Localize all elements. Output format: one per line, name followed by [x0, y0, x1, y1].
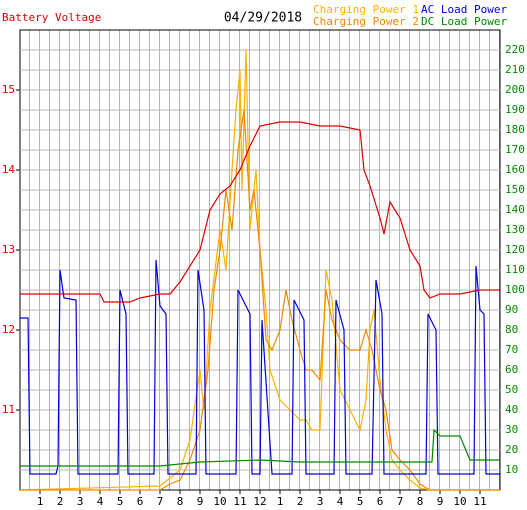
y2-tick-label: 220: [505, 43, 525, 56]
series-line: [20, 259, 500, 475]
y2-tick-label: 130: [505, 223, 525, 236]
x-tick-label: 7: [397, 495, 404, 508]
y2-tick-label: 20: [505, 443, 518, 456]
legend-entry: Charging Power 1: [313, 3, 419, 16]
x-tick-label: 3: [317, 495, 324, 508]
x-tick-label: 9: [437, 495, 444, 508]
y-tick-label: 13: [2, 243, 15, 256]
y2-tick-label: 100: [505, 283, 525, 296]
y2-tick-label: 140: [505, 203, 525, 216]
series-line: [20, 121, 500, 303]
y2-tick-label: 160: [505, 163, 525, 176]
y2-tick-label: 40: [505, 403, 518, 416]
x-tick-label: 9: [197, 495, 204, 508]
x-tick-label: 4: [337, 495, 344, 508]
x-tick-label: 10: [213, 495, 226, 508]
x-tick-label: 2: [297, 495, 304, 508]
legend-entry: AC Load Power: [421, 3, 507, 16]
x-tick-label: 5: [357, 495, 364, 508]
y2-tick-label: 190: [505, 103, 525, 116]
x-tick-label: 1: [37, 495, 44, 508]
y2-tick-label: 150: [505, 183, 525, 196]
legend-entry: Charging Power 2: [313, 15, 419, 28]
y2-tick-label: 170: [505, 143, 525, 156]
x-tick-label: 12: [253, 495, 266, 508]
y2-tick-label: 120: [505, 243, 525, 256]
legend-entry: DC Load Power: [421, 15, 507, 28]
y2-tick-label: 60: [505, 363, 518, 376]
x-tick-label: 2: [57, 495, 64, 508]
x-tick-label: 4: [97, 495, 104, 508]
series-line: [20, 428, 500, 467]
vertical-grid: [20, 30, 500, 490]
y-tick-label: 11: [2, 403, 15, 416]
y2-tick-label: 80: [505, 323, 518, 336]
y2-tick-label: 30: [505, 423, 518, 436]
x-tick-label: 1: [277, 495, 284, 508]
y2-tick-label: 200: [505, 83, 525, 96]
y-tick-label: 15: [2, 83, 15, 96]
x-tick-label: 7: [157, 495, 164, 508]
x-tick-label: 11: [233, 495, 246, 508]
y2-tick-label: 110: [505, 263, 525, 276]
x-tick-label: 8: [177, 495, 184, 508]
legend-entry: Battery Voltage: [2, 11, 101, 24]
y2-tick-label: 90: [505, 303, 518, 316]
y-tick-label: 14: [2, 163, 16, 176]
y2-tick-label: 180: [505, 123, 525, 136]
y2-tick-label: 10: [505, 463, 518, 476]
chart-title: 04/29/2018: [224, 11, 302, 26]
x-tick-label: 3: [77, 495, 84, 508]
y2-tick-label: 50: [505, 383, 518, 396]
x-tick-label: 10: [453, 495, 466, 508]
x-tick-label: 6: [137, 495, 144, 508]
x-tick-label: 6: [377, 495, 384, 508]
y2-tick-label: 70: [505, 343, 518, 356]
x-tick-label: 5: [117, 495, 124, 508]
x-tick-label: 8: [417, 495, 424, 508]
y2-tick-label: 210: [505, 63, 525, 76]
x-tick-label: 11: [473, 495, 486, 508]
y-tick-label: 12: [2, 323, 15, 336]
